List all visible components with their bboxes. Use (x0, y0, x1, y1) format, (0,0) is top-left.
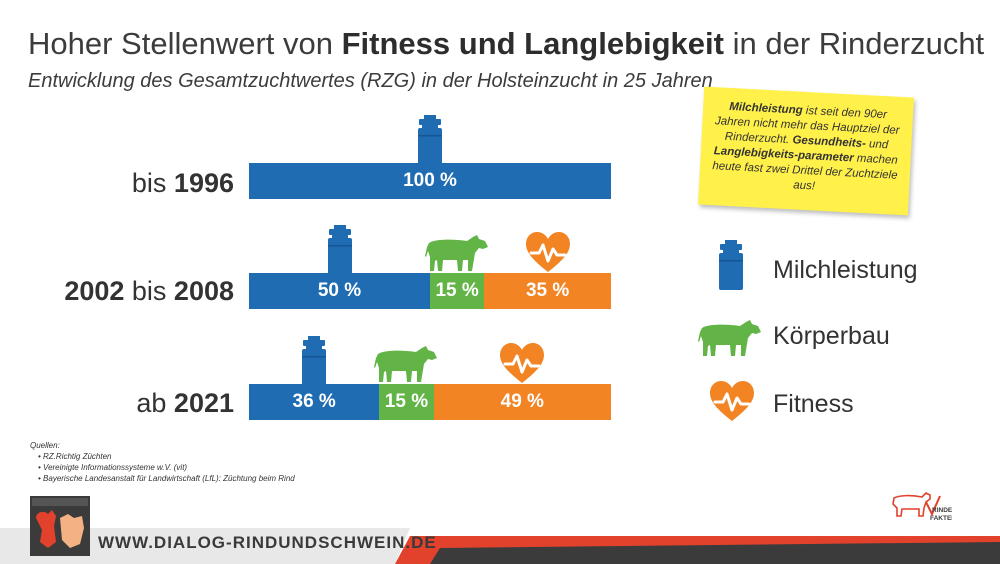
data-label: 36 % (292, 391, 336, 412)
data-label: 35 % (525, 280, 570, 301)
footer-website-link[interactable]: WWW.DIALOG-RINDUNDSCHWEIN.DE (98, 533, 437, 552)
legend-label-koerperbau: Körperbau (773, 322, 890, 350)
legend-label-milchleistung: Milchleistung (773, 256, 918, 284)
sources: Quellen: RZ.Richtig Züchten Vereinigte I… (30, 440, 295, 484)
legend-cow-icon (698, 318, 762, 358)
cow-icon (374, 344, 438, 384)
bar-segment-krperbau: 15 % (430, 273, 485, 309)
bar-row: 50 % 15 % 35 % (249, 273, 611, 309)
bar-segment-krperbau: 15 % (379, 384, 434, 420)
bar-segment-fitness: 35 % (484, 273, 611, 309)
row-label-2021: ab 2021 (136, 388, 234, 418)
subtitle: Entwicklung des Gesamtzuchtwertes (RZG) … (28, 70, 713, 92)
bundesverband-logo (30, 496, 90, 556)
data-label: 15 % (384, 391, 429, 412)
sources-heading: Quellen: (30, 441, 60, 450)
data-label: 49 % (500, 391, 544, 412)
data-label: 100 % (403, 170, 457, 191)
source-item: Vereinigte Informationssysteme w.V. (vit… (38, 462, 295, 473)
bar-row: 36 % 15 % 49 % (249, 384, 611, 420)
footer-band (0, 528, 1000, 564)
milk-can-icon (299, 336, 329, 386)
bar-segment-milchleistung: 50 % (249, 273, 430, 309)
page-title: Hoher Stellenwert von Fitness und Langle… (28, 26, 984, 62)
info-note: Milchleistung ist seit den 90er Jahren n… (698, 86, 914, 216)
svg-text:RINDER: RINDER (932, 507, 952, 514)
bar-row: 100 % (249, 163, 611, 199)
data-label: 50 % (317, 280, 362, 301)
source-item: Bayerische Landesanstalt für Landwirtsch… (38, 473, 295, 484)
title-prefix: Hoher Stellenwert von (28, 26, 342, 61)
rinder-fakten-logo: RINDER FAKTEN (892, 492, 952, 522)
cow-icon (425, 233, 489, 273)
heart-pulse-icon (498, 342, 546, 384)
legend-label-fitness: Fitness (773, 390, 854, 418)
legend-heart-pulse-icon (708, 380, 756, 422)
data-label: 15 % (435, 280, 479, 301)
milk-can-icon (415, 115, 445, 165)
title-suffix: in der Rinderzucht (723, 26, 985, 61)
bar-segment-milchleistung: 100 % (249, 163, 611, 199)
bar-segment-fitness: 49 % (433, 384, 611, 420)
svg-text:FAKTEN: FAKTEN (930, 515, 952, 522)
milk-can-icon (325, 225, 355, 275)
source-item: RZ.Richtig Züchten (38, 451, 295, 462)
legend-milk-can-icon (716, 240, 746, 290)
row-label-2002-2008: 2002 bis 2008 (64, 276, 234, 306)
title-bold: Fitness und Langlebigkeit (341, 26, 724, 61)
heart-pulse-icon (524, 231, 572, 273)
row-label-1996: bis 1996 (131, 168, 234, 198)
bar-segment-milchleistung: 36 % (249, 384, 380, 420)
